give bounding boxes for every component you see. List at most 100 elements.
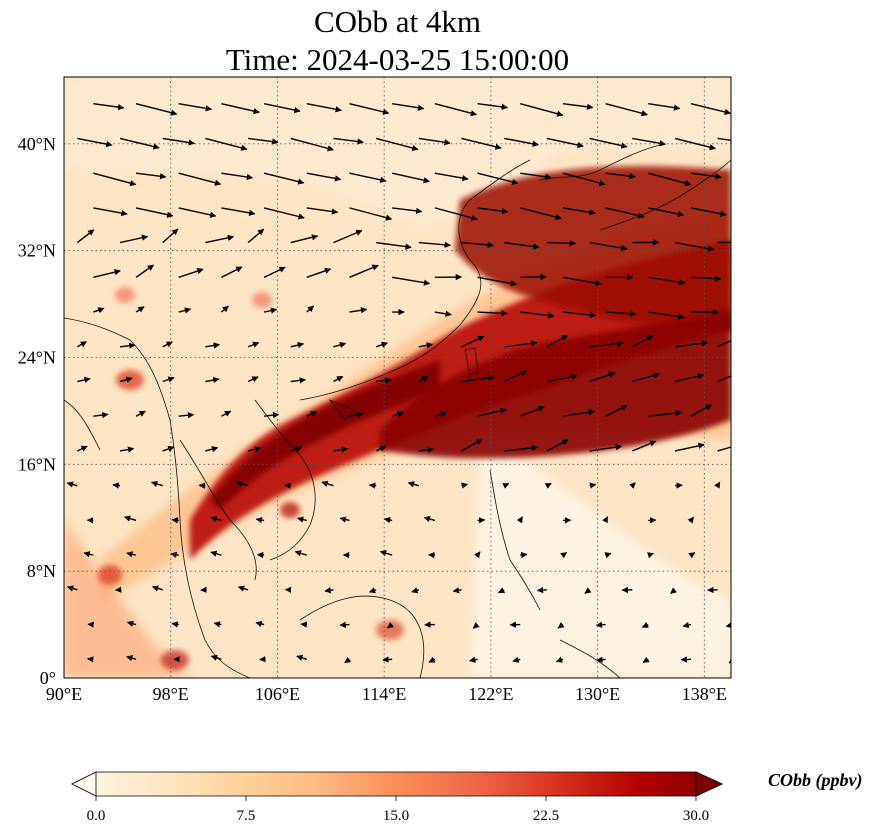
wind-vector-arrow [520, 551, 528, 559]
wind-vector-arrow [263, 207, 305, 220]
wind-vector-arrow [87, 656, 94, 663]
wind-vector-arrow [589, 241, 628, 252]
wind-vector-arrow [135, 306, 145, 313]
wind-vector-arrow [178, 268, 204, 278]
wind-vector-arrow [546, 439, 569, 452]
wind-vector-arrow [690, 207, 727, 217]
wind-vector-arrow [392, 172, 430, 184]
wind-vector-arrow [418, 342, 433, 349]
latitude-axis: 0° 8°N 16°N 24°N 32°N 40°N [18, 134, 56, 688]
wind-vector-arrow [171, 517, 179, 524]
wind-vector-arrow [306, 103, 342, 113]
wind-vector-arrow [306, 267, 332, 278]
wind-vector-arrow [595, 621, 606, 629]
wind-vector-arrow [93, 269, 121, 279]
lat-tick-label: 8°N [27, 561, 56, 581]
wind-vector-arrow [562, 207, 596, 216]
lat-tick-label: 0° [40, 668, 56, 688]
wind-vector-arrow [647, 552, 655, 559]
wind-vector-arrow [178, 307, 192, 314]
wind-vector-arrow [605, 404, 628, 417]
wind-vector-arrow [418, 375, 429, 383]
wind-vector-arrow [391, 411, 404, 418]
wind-vector-arrow [221, 207, 256, 216]
colorbar-tick-label: 15.0 [383, 808, 409, 824]
coastline-china-east [299, 159, 531, 401]
wind-vector-arrow [221, 410, 232, 417]
wind-vector-arrow [333, 229, 363, 244]
wind-vector-arrow [237, 585, 249, 592]
hotspot-cambodia [280, 502, 300, 518]
wind-vector-arrow [205, 376, 220, 384]
wind-vector-arrow [93, 307, 105, 314]
wind-vector-arrow [93, 411, 109, 419]
lon-tick-label: 90°E [46, 684, 82, 704]
wind-vector-arrow [135, 207, 174, 218]
wind-vector-arrow [725, 621, 731, 629]
wind-vector-arrow [83, 551, 94, 558]
wind-vector-arrow [674, 442, 705, 452]
wind-vector-arrow [221, 103, 260, 115]
hotspot-northeast-india [115, 287, 135, 303]
eastern-plume-core [380, 310, 731, 459]
wind-vector-arrow [434, 172, 469, 182]
wind-vector-arrow [648, 311, 685, 320]
lon-tick-label: 122°E [468, 684, 513, 704]
wind-vector-arrow [247, 446, 262, 453]
wind-vector-arrow [306, 305, 314, 313]
colorbar-extend-min [71, 771, 97, 797]
wind-vector-arrow [300, 621, 308, 628]
wind-vector-arrow [418, 446, 435, 454]
colorbar-tick-label: 0.0 [87, 808, 106, 824]
wind-vector-arrow [263, 103, 301, 114]
lon-tick-label: 138°E [682, 684, 727, 704]
wind-vector-arrow [688, 552, 696, 559]
wind-vector-arrow [717, 137, 731, 142]
wind-vector-arrow [213, 621, 222, 628]
wind-vector-arrow [255, 516, 265, 524]
wind-vector-arrow [604, 552, 612, 559]
wind-vector-arrow [221, 266, 243, 278]
wind-vector-arrow [306, 207, 339, 215]
lon-tick-label: 98°E [153, 684, 189, 704]
wind-vector-arrow [178, 172, 222, 186]
colorbar: 0.0 7.5 15.0 22.5 30.0 [71, 771, 723, 824]
wind-vector-arrow [77, 376, 91, 383]
wind-vector-arrow [544, 482, 552, 489]
wind-vector-arrow [477, 103, 508, 110]
map-area [64, 77, 731, 678]
wind-vector-arrow [119, 446, 135, 453]
wind-vector-arrow [434, 207, 478, 221]
wind-vector-arrow [589, 444, 623, 452]
wind-vector-arrow [263, 307, 278, 314]
wind-vector-arrow [562, 103, 594, 110]
wind-vector-arrow [119, 376, 133, 383]
wind-vector-arrow [339, 621, 350, 628]
wind-vector-arrow [178, 103, 213, 112]
wind-vector-arrow [247, 341, 260, 348]
wind-vector-arrow [717, 339, 731, 348]
wind-vector-arrow [562, 409, 595, 417]
wind-vector-arrow [375, 445, 387, 452]
wind-vector-arrow [221, 172, 254, 181]
wind-vector-arrow [248, 137, 279, 145]
wind-vector-arrow [210, 654, 222, 661]
wind-vector-arrow [474, 551, 481, 559]
wind-vector-arrow [605, 207, 645, 219]
wind-vector-arrow [631, 334, 654, 348]
lon-tick-label: 130°E [575, 684, 620, 704]
wind-vector-arrow [546, 137, 584, 149]
wind-vector-arrow [498, 587, 506, 594]
coastline-hainan [328, 399, 356, 421]
wind-vector-arrow [602, 516, 609, 524]
wind-vector-arrow [324, 587, 334, 594]
wind-vector-arrow [605, 310, 637, 317]
wind-vector-arrow [555, 656, 564, 663]
wind-vector-arrow [503, 370, 528, 383]
wind-vector-arrow [461, 335, 485, 348]
wind-vector-arrow [434, 310, 452, 317]
wind-vector-arrow [642, 656, 650, 664]
wind-vector-arrow [472, 622, 480, 629]
wind-vector-arrow [349, 103, 390, 115]
wind-vector-arrow [596, 656, 606, 663]
